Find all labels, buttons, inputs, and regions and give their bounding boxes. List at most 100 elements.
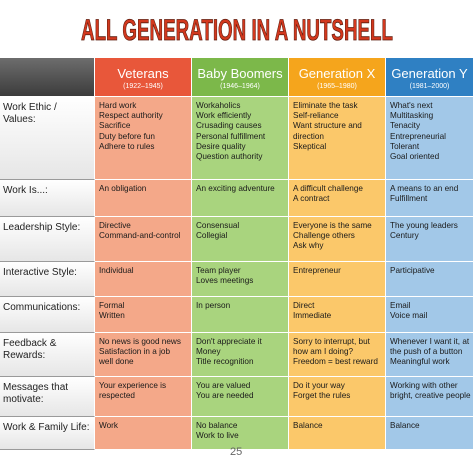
- table-cell: In person: [192, 297, 289, 333]
- table-cell: Don't appreciate it Money Title recognitio…: [192, 333, 289, 377]
- table-cell: Everyone is the same Challenge others Ask …: [289, 217, 386, 262]
- page-title: ALL GENERATION IN A NUTSHELL: [81, 14, 393, 47]
- generation-years: (1922–1945): [123, 83, 163, 90]
- cell-line: Collegial: [196, 231, 228, 241]
- cell-line: A contract: [293, 194, 330, 204]
- cell-line: Challenge others: [293, 231, 355, 241]
- table-cell: A means to an end Fulfillment: [386, 180, 474, 217]
- cell-line: how am I doing?: [293, 347, 354, 357]
- generation-table: Veterans (1922–1945) Baby Boomers (1946–196…: [0, 58, 474, 450]
- cell-line: You are needed: [196, 391, 254, 401]
- cell-line: Duty before fun: [99, 131, 155, 141]
- table-cell: An exciting adventure: [192, 180, 289, 217]
- cell-line: Meaningful work: [390, 357, 450, 367]
- table-cell: No news is good news Satisfaction in a jo…: [95, 333, 192, 377]
- generation-name: Baby Boomers: [197, 66, 283, 81]
- cell-line: Formal: [99, 301, 125, 310]
- table-cell: Hard work Respect authority Sacrifice Duty …: [95, 97, 192, 180]
- cell-line: An exciting adventure: [196, 184, 275, 193]
- cell-line: No news is good news: [99, 337, 181, 346]
- cell-line: Balance: [293, 421, 323, 430]
- cell-line: Freedom = best reward: [293, 357, 378, 367]
- cell-line: respected: [99, 391, 135, 401]
- cell-line: Don't appreciate it: [196, 337, 262, 346]
- cell-line: Tenacity: [390, 121, 421, 131]
- row-label: Communications:: [0, 297, 95, 333]
- table-cell: Email Voice mail: [386, 297, 474, 333]
- cell-line: Whenever I want it, at: [390, 337, 470, 346]
- row-label: Work Is...:: [0, 180, 95, 217]
- cell-line: Entrepreneur: [293, 266, 341, 275]
- cell-line: Respect authority: [99, 111, 163, 121]
- cell-line: Forget the rules: [293, 391, 351, 401]
- cell-line: Work to live: [196, 431, 239, 441]
- row-label-line: Rewards:: [3, 350, 46, 361]
- table-cell: Work: [95, 417, 192, 450]
- cell-line: Team player: [196, 266, 241, 275]
- table-cell: Whenever I want it, at the push of a butt…: [386, 333, 474, 377]
- table-cell: Sorry to interrupt, but how am I doing? Fr…: [289, 333, 386, 377]
- generation-years: (1946–1964): [220, 83, 260, 90]
- generation-years: (1981–2000): [409, 83, 450, 90]
- row-label-line: motivate:: [3, 394, 44, 405]
- table-cell: Consensual Collegial: [192, 217, 289, 262]
- cell-line: Satisfaction in a job: [99, 347, 171, 357]
- cell-line: Do it your way: [293, 381, 345, 390]
- cell-line: Command-and-control: [99, 231, 181, 241]
- cell-line: In person: [196, 301, 231, 310]
- row-label-line: Work Is...:: [3, 185, 48, 196]
- cell-line: A difficult challenge: [293, 184, 363, 193]
- cell-line: Working with other: [390, 381, 458, 390]
- table-cell: Balance: [386, 417, 474, 450]
- cell-line: You are valued: [196, 381, 251, 390]
- row-label-line: Values:: [3, 114, 36, 125]
- cell-line: well done: [99, 357, 134, 367]
- cell-line: Crusading causes: [196, 121, 262, 131]
- cell-line: Personal fulfillment: [196, 131, 266, 141]
- title-area: ALL GENERATION IN A NUTSHELL: [81, 14, 394, 48]
- cell-line: Adhere to rules: [99, 141, 155, 151]
- table-cell: The young leaders Century: [386, 217, 474, 262]
- row-label-line: Interactive Style:: [3, 267, 77, 278]
- column-header: Generation X (1965–1980): [289, 58, 386, 97]
- row-label: Leadership Style:: [0, 217, 95, 262]
- column-header: Generation Y (1981–2000): [386, 58, 474, 97]
- row-label: Messages that motivate:: [0, 377, 95, 417]
- cell-line: Goal oriented: [390, 152, 440, 162]
- cell-line: Title recognition: [196, 357, 254, 367]
- table-cell: Your experience is respected: [95, 377, 192, 417]
- cell-line: Consensual: [196, 221, 240, 230]
- generation-name: Veterans: [117, 66, 169, 81]
- cell-line: bright, creative people: [390, 391, 471, 401]
- table-cell: Direct Immediate: [289, 297, 386, 333]
- row-label: Work & Family Life:: [0, 417, 95, 450]
- row-label-line: Feedback &: [3, 338, 57, 349]
- table-cell: Formal Written: [95, 297, 192, 333]
- table-cell: What's next Multitasking Tenacity Entrepren…: [386, 97, 474, 180]
- table-cell: Individual: [95, 262, 192, 297]
- table-cell: No balance Work to live: [192, 417, 289, 450]
- cell-line: Century: [390, 231, 419, 241]
- row-label: Interactive Style:: [0, 262, 95, 297]
- cell-line: Eliminate the task: [293, 101, 358, 110]
- table-cell: Directive Command-and-control: [95, 217, 192, 262]
- cell-line: No balance: [196, 421, 238, 430]
- cell-line: Entrepreneurial: [390, 131, 446, 141]
- table-cell: A difficult challenge A contract: [289, 180, 386, 217]
- row-label-line: Work & Family Life:: [3, 422, 90, 433]
- table-cell: You are valued You are needed: [192, 377, 289, 417]
- column-header: Baby Boomers (1946–1964): [192, 58, 289, 97]
- cell-line: Desire quality: [196, 141, 246, 151]
- table-cell: Working with other bright, creative peopl…: [386, 377, 474, 417]
- cell-line: Workaholics: [196, 101, 241, 110]
- cell-line: Want structure and: [293, 121, 362, 131]
- cell-line: Balance: [390, 421, 420, 430]
- generation-name: Generation X: [298, 66, 376, 81]
- column-header: Veterans (1922–1945): [95, 58, 192, 97]
- cell-line: Self-reliance: [293, 111, 339, 121]
- table-cell: Eliminate the task Self-reliance Want stru…: [289, 97, 386, 180]
- page-number: 25: [230, 446, 243, 458]
- cell-line: Directive: [99, 221, 131, 230]
- table-cell: Entrepreneur: [289, 262, 386, 297]
- cell-line: Loves meetings: [196, 276, 254, 286]
